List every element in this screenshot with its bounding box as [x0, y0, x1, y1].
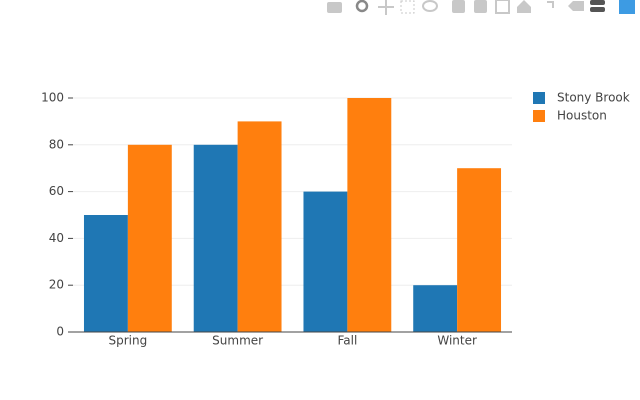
bar	[127, 144, 172, 332]
reset-button[interactable]	[517, 0, 531, 13]
bar	[347, 98, 392, 332]
y-tick-label: 40	[49, 231, 64, 245]
box-select-button[interactable]	[400, 0, 415, 14]
bar	[457, 168, 502, 332]
y-tick-label: 100	[41, 91, 64, 105]
zoom-out-button[interactable]	[474, 0, 487, 13]
legend-swatch[interactable]	[533, 92, 545, 104]
zoom-in-button[interactable]	[452, 0, 465, 13]
hover-compare-button[interactable]	[590, 0, 605, 5]
y-tick-label: 0	[56, 325, 64, 339]
legend-label[interactable]: Stony Brook	[557, 91, 630, 105]
bar	[237, 121, 282, 333]
legend-label[interactable]: Houston	[557, 109, 607, 123]
y-tick-label: 80	[49, 137, 64, 151]
hover-closest-button[interactable]	[568, 1, 584, 11]
camera-button[interactable]	[327, 2, 342, 13]
y-tick-label: 60	[49, 184, 64, 198]
modebar	[327, 0, 635, 15]
bar	[193, 144, 238, 332]
x-tick-label: Spring	[109, 334, 148, 348]
spike-button[interactable]	[547, 1, 554, 8]
bar	[413, 285, 458, 332]
plotly-logo[interactable]	[619, 0, 635, 14]
y-tick-label: 20	[49, 278, 64, 292]
x-tick-label: Winter	[437, 334, 477, 348]
zoom-button[interactable]	[355, 0, 369, 13]
x-tick-label: Summer	[212, 334, 263, 348]
legend-swatch[interactable]	[533, 110, 545, 122]
lasso-button[interactable]	[422, 0, 438, 12]
bar	[83, 215, 128, 332]
pan-button[interactable]	[378, 0, 394, 15]
autoscale-button[interactable]	[495, 0, 510, 14]
x-tick-label: Fall	[337, 334, 357, 348]
bar	[303, 191, 348, 332]
